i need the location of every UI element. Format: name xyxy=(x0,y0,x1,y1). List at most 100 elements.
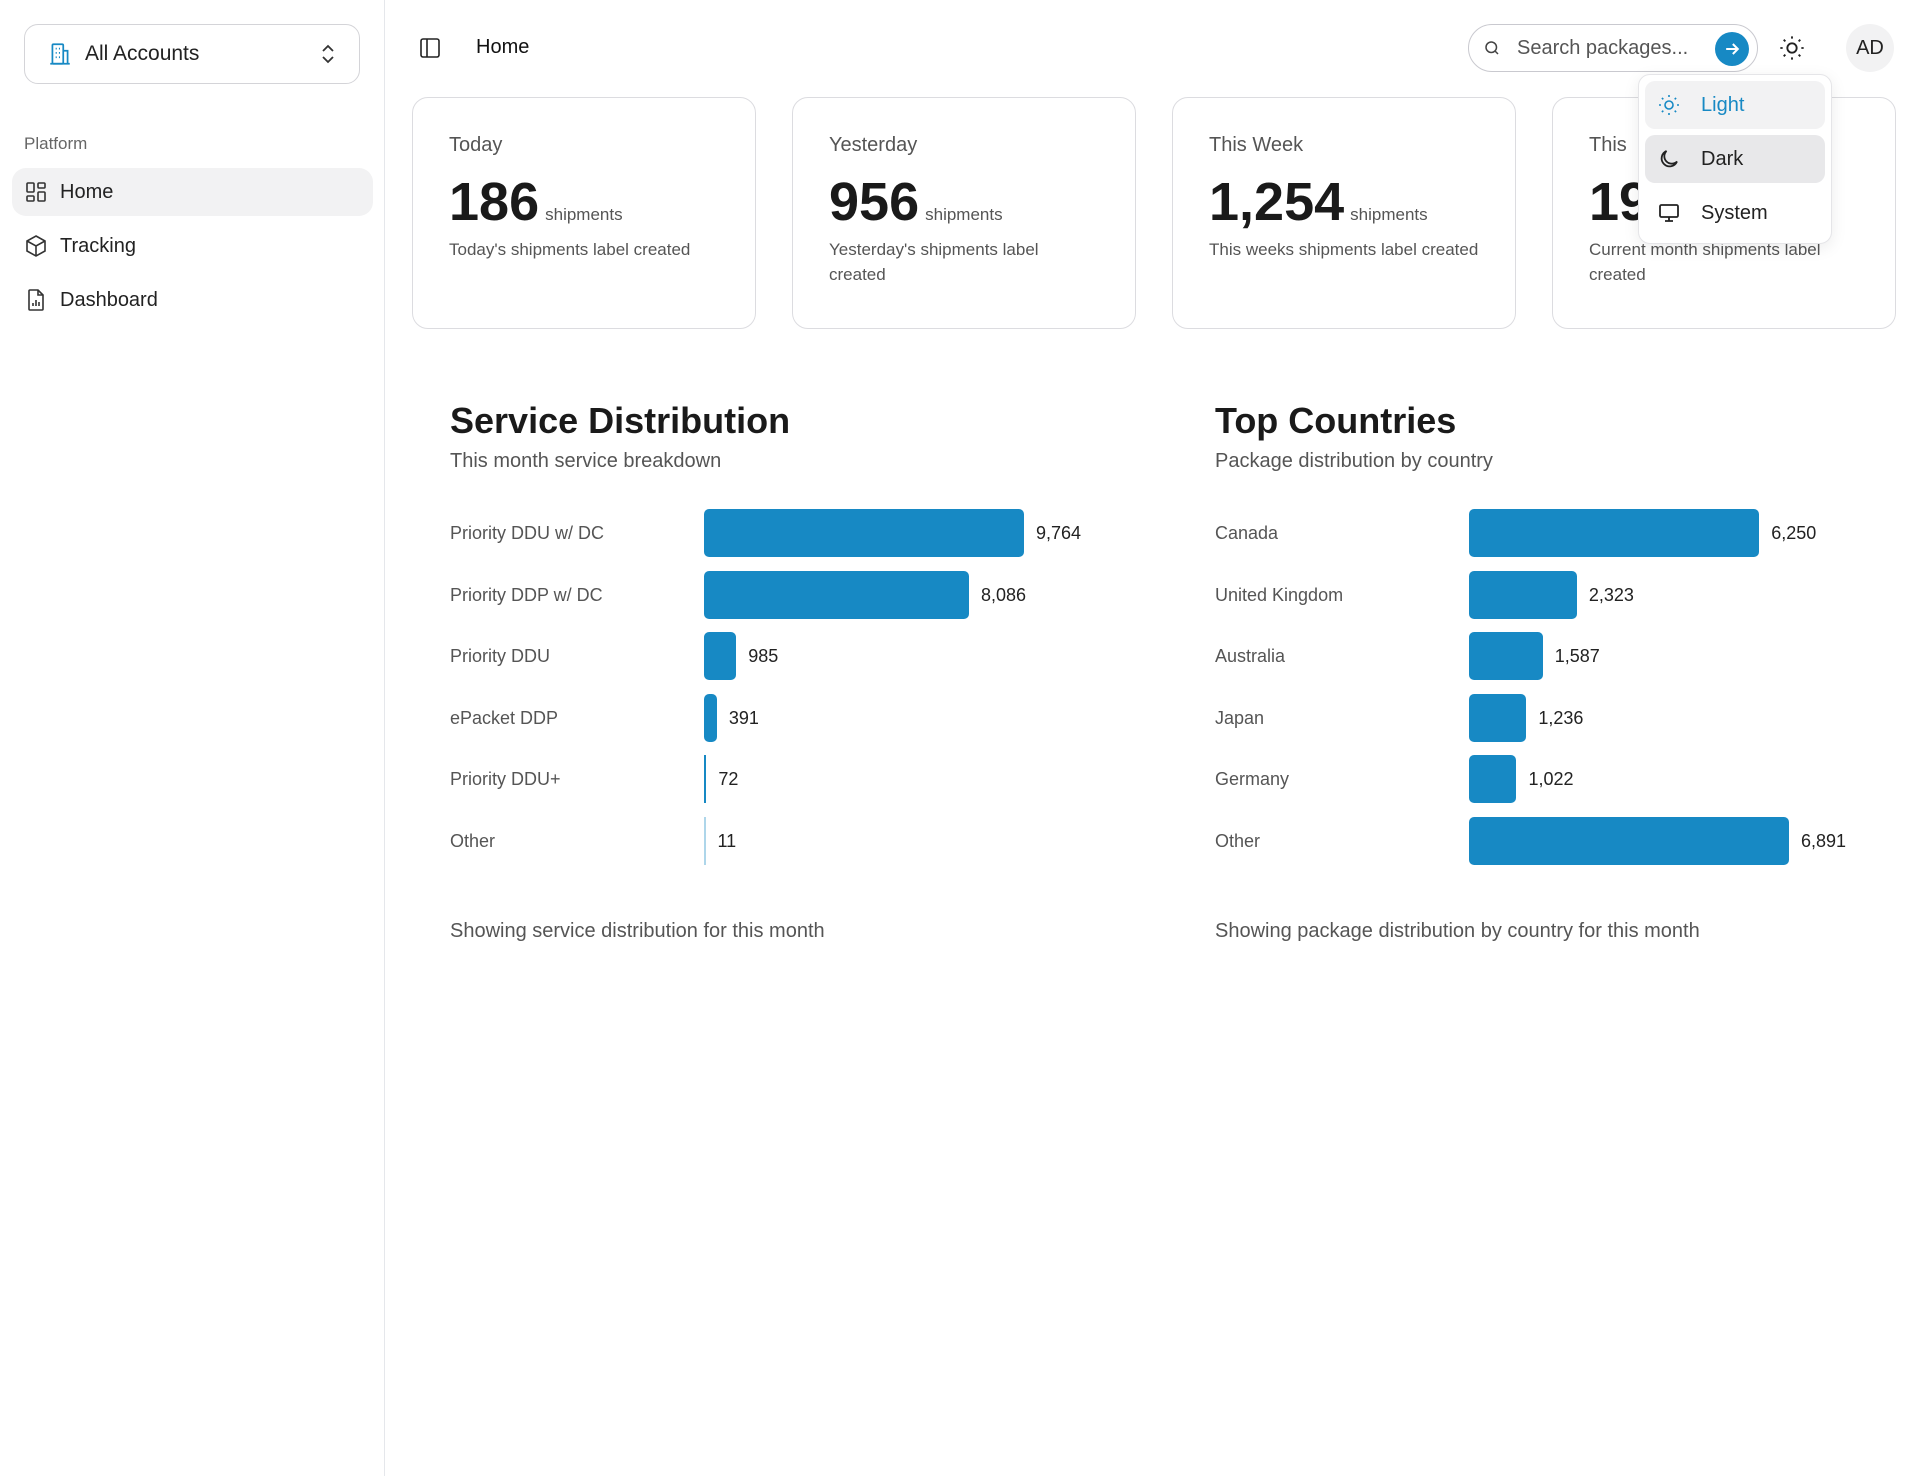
search-submit-button[interactable] xyxy=(1715,32,1749,66)
sidebar-nav: Home Tracking Dashboard xyxy=(12,168,373,330)
bar[interactable] xyxy=(704,632,737,680)
sidebar-item-label: Home xyxy=(60,180,114,203)
stat-card-label: Today xyxy=(449,134,503,156)
sidebar-item-dashboard[interactable]: Dashboard xyxy=(12,276,373,324)
theme-option-dark[interactable]: Dark xyxy=(1645,135,1825,183)
chart-row: United Kingdom 2,323 xyxy=(1215,570,1905,619)
panel-left-icon[interactable] xyxy=(418,36,442,60)
stat-card-desc: This weeks shipments label created xyxy=(1209,240,1479,259)
value-label: 985 xyxy=(748,646,779,666)
panel-subtitle: Package distribution by country xyxy=(1215,450,1493,472)
chart-row: Other 11 xyxy=(450,816,1150,865)
panel-title: Top Countries xyxy=(1215,400,1457,441)
value-label: 1,236 xyxy=(1538,707,1584,728)
bar[interactable] xyxy=(1469,816,1789,865)
sidebar-item-tracking[interactable]: Tracking xyxy=(12,222,373,270)
category-label: Other xyxy=(450,830,496,851)
arrow-right-icon xyxy=(1726,43,1740,55)
category-label: Priority DDU w/ DC xyxy=(450,523,605,543)
sidebar-section-label: Platform xyxy=(24,134,88,153)
bar[interactable] xyxy=(704,755,707,803)
sidebar-item-label: Tracking xyxy=(60,234,136,257)
chart-row: ePacket DDP 391 xyxy=(450,693,1150,742)
bar[interactable] xyxy=(1469,570,1577,619)
stat-card-desc: Today's shipments label created xyxy=(449,240,691,259)
package-icon xyxy=(26,235,46,257)
top-countries-panel: Top Countries Package distribution by co… xyxy=(1215,400,1905,942)
chevrons-up-down-icon xyxy=(322,44,334,64)
chart-row: Canada 6,250 xyxy=(1215,509,1905,557)
stat-card-label: This Week xyxy=(1209,134,1304,156)
countries-bar-chart: Canada 6,250 United Kingdom 2,323 Australia 1… xyxy=(1215,509,1905,869)
theme-option-label: Dark xyxy=(1701,147,1744,170)
theme-option-system[interactable]: System xyxy=(1645,189,1825,237)
sun-icon xyxy=(1659,95,1679,115)
value-label: 8,086 xyxy=(981,584,1027,605)
stat-card-unit: shipments xyxy=(545,205,623,224)
chart-row: Priority DDU w/ DC 9,764 xyxy=(450,509,1150,557)
bar[interactable] xyxy=(1469,509,1760,557)
stat-card-value: 1,254 xyxy=(1209,172,1345,232)
value-label: 6,891 xyxy=(1801,830,1847,851)
top-bar: Home AD xyxy=(386,0,1905,96)
theme-option-label: System xyxy=(1701,201,1768,224)
value-label: 391 xyxy=(728,707,759,728)
stat-card-desc: Current month shipments label created xyxy=(1589,240,1821,284)
category-label: Japan xyxy=(1215,707,1265,728)
search-icon xyxy=(1485,41,1499,55)
chart-row: Priority DDU 985 xyxy=(450,632,1150,680)
stat-card-label: This xyxy=(1589,134,1627,156)
bar[interactable] xyxy=(704,509,1024,557)
stat-card-yesterday: Yesterday 956 shipments Yesterday's shipm… xyxy=(792,97,1136,329)
sidebar: All Accounts Platform Home Tracking Dash… xyxy=(0,0,385,1476)
theme-option-light[interactable]: Light xyxy=(1645,81,1825,129)
bar[interactable] xyxy=(704,570,969,619)
bar[interactable] xyxy=(1469,693,1527,742)
panel-footer: Showing package distribution by country … xyxy=(1215,920,1700,942)
stat-card-label: Yesterday xyxy=(829,134,918,156)
value-label: 6,250 xyxy=(1771,523,1817,543)
category-label: Priority DDU xyxy=(450,646,551,666)
bar[interactable] xyxy=(1469,632,1543,680)
moon-icon xyxy=(1660,150,1678,168)
building-icon xyxy=(50,43,70,65)
chart-row: Japan 1,236 xyxy=(1215,693,1905,742)
bar[interactable] xyxy=(704,693,717,742)
file-chart-icon xyxy=(28,289,44,311)
account-label: All Accounts xyxy=(85,42,200,65)
theme-toggle-sun-icon[interactable] xyxy=(1778,34,1806,62)
chart-row: Other 6,891 xyxy=(1215,816,1905,865)
account-switcher[interactable]: All Accounts xyxy=(24,24,360,84)
category-label: ePacket DDP xyxy=(450,707,559,728)
category-label: Priority DDP w/ DC xyxy=(450,584,603,605)
category-label: Other xyxy=(1215,830,1261,851)
panel-footer: Showing service distribution for this mo… xyxy=(450,920,825,942)
breadcrumb: Home xyxy=(476,36,530,58)
avatar[interactable]: AD xyxy=(1846,24,1894,72)
value-label: 2,323 xyxy=(1588,584,1634,605)
panel-title: Service Distribution xyxy=(450,400,791,441)
stat-card-today: Today 186 shipments Today's shipments lab… xyxy=(412,97,756,329)
service-bar-chart: Priority DDU w/ DC 9,764 Priority DDP w/ D… xyxy=(450,509,1150,869)
value-label: 11 xyxy=(717,830,737,851)
search-box xyxy=(1468,24,1758,72)
sidebar-item-home[interactable]: Home xyxy=(12,168,373,216)
category-label: Germany xyxy=(1215,769,1290,789)
value-label: 72 xyxy=(718,769,739,789)
service-distribution-panel: Service Distribution This month service … xyxy=(450,400,1150,942)
category-label: Australia xyxy=(1215,646,1286,666)
stat-card-unit: shipments xyxy=(925,205,1003,224)
chart-row: Priority DDU+ 72 xyxy=(450,755,1150,803)
bar[interactable] xyxy=(704,816,706,865)
chart-row: Priority DDP w/ DC 8,086 xyxy=(450,570,1150,619)
theme-option-label: Light xyxy=(1701,93,1745,116)
search-input[interactable] xyxy=(1517,36,1707,60)
monitor-icon xyxy=(1659,204,1679,222)
category-label: Canada xyxy=(1215,523,1279,543)
bar[interactable] xyxy=(1469,755,1517,803)
value-label: 1,587 xyxy=(1554,646,1600,666)
value-label: 1,022 xyxy=(1528,769,1574,789)
category-label: Priority DDU+ xyxy=(450,769,561,789)
chart-row: Australia 1,587 xyxy=(1215,632,1905,680)
stat-card-unit: shipments xyxy=(1350,205,1428,224)
